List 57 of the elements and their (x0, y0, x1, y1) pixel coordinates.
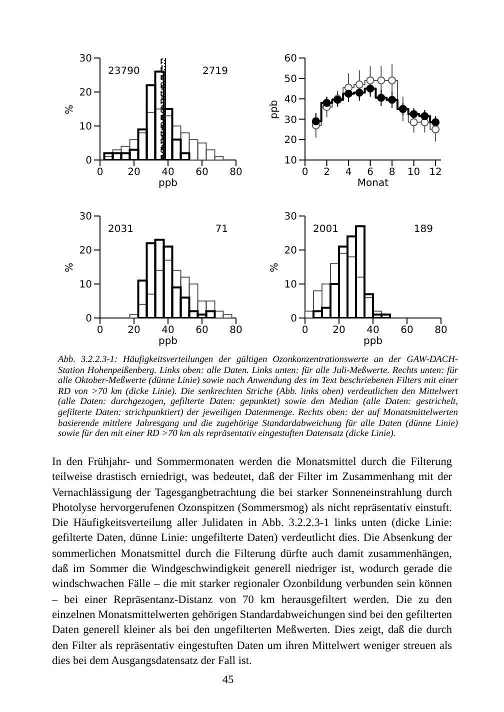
annotation: 2719 (202, 66, 228, 77)
y-tick-label: 40 (284, 94, 297, 106)
y-axis-title: % (269, 262, 280, 272)
x-tick-label: 0 (96, 167, 104, 178)
y-tick-label: 20 (79, 88, 92, 99)
x-axis-title: Monat (357, 178, 389, 189)
y-tick-label: 0 (86, 156, 92, 167)
x-tick-label: 0 (302, 325, 308, 336)
annotation: 23790 (108, 66, 140, 77)
x-tick-label: 6 (367, 167, 374, 178)
y-tick-label: 0 (290, 314, 297, 325)
y-axis-title: % (64, 262, 76, 272)
y-tick-label: 10 (284, 280, 297, 291)
y-tick-label: 30 (284, 212, 297, 223)
x-axis-title: ppb (158, 178, 178, 189)
x-tick-label: 40 (366, 325, 380, 336)
y-tick-label: 10 (79, 122, 92, 133)
y-tick-label: 10 (284, 156, 297, 167)
annotation: 189 (414, 224, 433, 235)
x-tick-label: 80 (434, 325, 448, 336)
x-tick-label: 20 (332, 325, 346, 336)
y-axis-title: % (64, 104, 76, 114)
y-tick-label: 60 (284, 54, 297, 65)
x-tick-label: 2 (324, 167, 330, 178)
y-tick-label: 0 (86, 314, 92, 325)
x-tick-label: 10 (407, 167, 420, 178)
y-tick-label: 20 (284, 246, 297, 257)
x-axis-title: ppb (158, 336, 178, 347)
text: 45 (221, 674, 235, 686)
x-tick-label: 0 (96, 325, 104, 336)
x-tick-label: 8 (388, 167, 396, 178)
x-tick-label: 12 (429, 167, 442, 178)
x-axis-title: ppb (363, 336, 383, 347)
annotation: 2001 (313, 224, 338, 235)
x-tick-label: 60 (400, 325, 414, 336)
y-tick-label: 30 (79, 54, 92, 65)
x-tick-label: 80 (230, 167, 242, 178)
y-tick-label: 50 (284, 74, 297, 85)
x-tick-label: 60 (196, 325, 208, 336)
x-tick-label: 80 (230, 325, 242, 336)
caption: Abb. 3.2.2.3-1: Häufigkeitsverteilungen der gültigen Ozonkonzentrationswerte an der GAW-DACH-Station Hohenpeißenberg. Links oben: alle Daten. Links unten: für alle Juli-Meßwerte. Rechts unten: für alle Oktober-Meßwerte (dünne Linie) sowie nach Anwendung des im Text beschriebenen Filters mit einer RD von >70 km (dicke Linie). Die senkrechten Striche (Abb. links oben) verdeutlichen den Mittelwert (alle Daten: durchgezogen, gefilterte Daten: gepunktet) sowie den Median (alle Daten: gestrichelt, gefilterte Daten: strichpunktiert) der jeweiligen Datenmenge. Rechts oben: der auf Monatsmittelwerten basierende mittlere Jahresgang und die zugehörige Standardabweichung für alle Daten (dünne Linie) sowie für den mit einer RD >70 km als repräsentativ eingestuften Datensatz (dicke Linie). (58, 355, 458, 440)
x-tick-label: 0 (302, 167, 308, 178)
text: In den Frühjahr- und Sommermonaten werden die Monatsmittel durch die Filterung teilweise drastisch erniedrigt, was bedeutet, daß der Filter im Zusammenhang mit der Vernachlässigung der Tagesgangbetrachtung die bei starker Sonneneinstrahlung durch Photolyse hervorgerufenen Ozonspitzen (Sommersmog) als nicht repräsentativ einstuft. Die Häufigkeitsverteilung aller Julidaten in Abb. 3.2.2.3-1 links unten (dicke Linie: gefilterte Daten, dünne Linie: ungefilterte Daten) verdeutlicht dies. Die Absenkung der sommerlichen Monatsmittel durch die Filterung dürfte auch damit zusammenhängen, daß im Sommer die Windgeschwindigkeit generell niedriger ist, wodurch gerade die windschwachen Fälle – die mit starker regionaler Ozonbildung verbunden sein können – bei einer Repräsentanz-Distanz von 70 km herausgefiltert werden. Die zu den einzelnen Monatsmittelwerten gehörigen Standardabweichungen sind bei den gefilterten Daten generell kleiner als bei den ungefilterten Meßwerten. Dies zeigt, daß die durch den Filter als repräsentativ eingestuften Daten um ihren Mittelwert weniger streuen als dies bei dem Ausgangsdatensatz der Fall ist. (52, 456, 452, 667)
y-tick-label: 10 (79, 280, 92, 291)
annotation: 2031 (108, 224, 134, 235)
x-tick-label: 4 (345, 167, 352, 178)
y-axis-title: ppb (269, 99, 280, 119)
x-tick-label: 60 (196, 167, 208, 178)
y-tick-label: 30 (79, 212, 92, 223)
x-tick-label: 40 (162, 167, 174, 178)
y-tick-label: 20 (284, 135, 297, 146)
y-tick-label: 30 (284, 114, 297, 126)
x-tick-label: 20 (128, 167, 140, 178)
annotation: 71 (215, 224, 228, 235)
x-tick-label: 40 (162, 325, 174, 336)
y-tick-label: 20 (79, 246, 92, 257)
x-tick-label: 20 (128, 325, 140, 336)
